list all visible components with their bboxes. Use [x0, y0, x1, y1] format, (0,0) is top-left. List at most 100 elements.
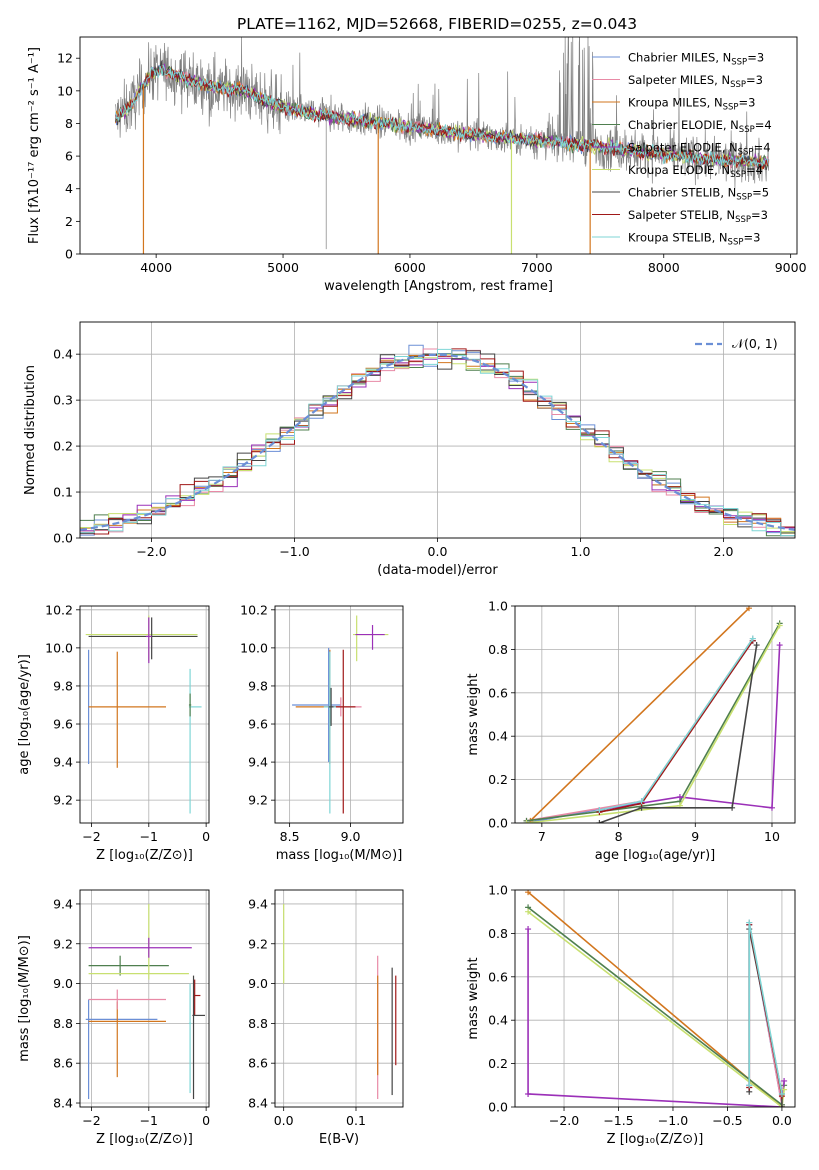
y-axis-label: Normed distribution — [23, 365, 38, 495]
axes-frame — [79, 321, 796, 539]
mass-weight-line — [527, 911, 785, 1107]
chart-mass-vs-EBV: 0.0 0.1 8.4 8.6 8.8 9.0 9.2 9.4 E(B-V) — [248, 889, 404, 1147]
x-tick-label: 0 — [202, 1113, 210, 1128]
mass-weight-marker — [525, 926, 532, 933]
y-tick-label: 8.8 — [53, 1016, 73, 1031]
residual-histogram-step — [80, 348, 795, 537]
figure-title: PLATE=1162, MJD=52668, FIBERID=0255, z=0… — [237, 15, 637, 33]
x-tick-label: 0.1 — [346, 1113, 366, 1128]
legend-name: Kroupa STELIB — [628, 231, 712, 245]
model-spectrum-line — [115, 64, 769, 168]
y-tick-label: 9.2 — [53, 936, 73, 951]
y-tick-label: 9.4 — [248, 755, 268, 770]
y-tick-label: 0.4 — [53, 347, 73, 362]
axes-frame — [79, 605, 210, 824]
x-axis-label: Z [log₁₀(Z/Z⊙)] — [96, 1132, 193, 1147]
chart-age-vs-mass: 8.5 9.0 9.2 9.4 9.6 9.8 10.0 10.2 mass [log₁₀(M/… — [240, 602, 404, 863]
x-axis-label: mass [log₁₀(M/M⊙)] — [276, 848, 403, 863]
x-tick-label: −1.0 — [279, 544, 309, 559]
x-tick-label: −1 — [140, 1113, 158, 1128]
legend-name: Salpeter MILES — [628, 73, 714, 87]
legend-entry: 𝒩(0, 1) — [732, 336, 778, 351]
x-axis-label: E(B-V) — [319, 1132, 359, 1147]
axes-frame — [514, 889, 796, 1108]
legend-entry: Kroupa MILES, NSSP=3 — [628, 96, 755, 113]
mass-weight-marker — [778, 1104, 785, 1107]
x-tick-label: 4000 — [140, 260, 172, 275]
y-axis-label: age [log₁₀(age/yr)] — [17, 654, 32, 775]
y-tick-label: 10.2 — [45, 602, 73, 617]
x-tick-label: 7000 — [521, 260, 553, 275]
mass-weight-marker — [746, 1082, 753, 1089]
legend-ssp-subscript: SSP — [730, 80, 746, 90]
chart-mass-weight-vs-Z: −2.0 −1.5 −1.0 −0.5 0.0 0.0 0.2 0.4 0.6 0.8 1.0 Z [… — [466, 883, 796, 1147]
y-tick-label: 8.4 — [248, 1096, 268, 1111]
legend-name: Kroupa ELODIE — [628, 163, 714, 177]
legend-ssp-value: =4 — [755, 118, 772, 132]
legend-ssp-value: =4 — [754, 141, 771, 155]
legend-ssp-prefix: , N — [720, 186, 736, 200]
mass-weight-line — [527, 929, 785, 1107]
mass-weight-marker — [676, 793, 683, 800]
x-tick-label: −1.5 — [603, 1113, 633, 1128]
y-tick-label: 8.6 — [53, 1056, 73, 1071]
y-tick-label: 10.0 — [240, 640, 268, 655]
mass-weight-line — [527, 906, 785, 1107]
y-tick-label: 9.8 — [248, 678, 268, 693]
axes-frame — [514, 605, 796, 824]
legend-ssp-value: =5 — [752, 186, 769, 200]
x-tick-label: 9.0 — [341, 829, 361, 844]
mass-weight-line — [526, 622, 781, 822]
chart-spectrum: 4000 5000 6000 7000 8000 9000 0 2 4 6 8 10 12 Chabrie… — [27, 36, 807, 294]
y-tick-label: 8.8 — [248, 1016, 268, 1031]
y-tick-label: 0.0 — [488, 1100, 508, 1115]
x-tick-label: 5000 — [267, 260, 299, 275]
y-tick-label: 8 — [65, 116, 73, 131]
legend-ssp-subscript: SSP — [735, 215, 751, 225]
legend-entry: Kroupa STELIB, NSSP=3 — [628, 231, 760, 248]
mass-weight-line — [529, 607, 750, 822]
mass-weight-marker — [776, 642, 783, 649]
y-tick-label: 9.6 — [53, 717, 73, 732]
legend-ssp-subscript: SSP — [728, 238, 744, 248]
y-tick-label: 0.2 — [53, 439, 73, 454]
mass-weight-line — [599, 640, 754, 813]
x-axis-label: Z [log₁₀(Z/Z⊙)] — [96, 848, 193, 863]
x-axis-label: (data-model)/error — [377, 563, 498, 578]
legend-name: Salpeter ELODIE — [628, 141, 722, 155]
mass-weight-marker — [525, 908, 532, 915]
x-tick-label: 10 — [764, 829, 780, 844]
x-tick-label: 0.0 — [274, 1113, 294, 1128]
mass-weight-line — [599, 644, 758, 823]
y-tick-label: 9.0 — [248, 976, 268, 991]
x-tick-label: −2 — [82, 829, 100, 844]
mass-weight-marker — [781, 1086, 788, 1093]
y-tick-label: 10.0 — [45, 640, 73, 655]
y-tick-label: 0.4 — [488, 729, 508, 744]
y-tick-label: 0.8 — [488, 926, 508, 941]
y-tick-label: 0 — [65, 247, 73, 262]
chart-residuals: −2.0 −1.0 0.0 1.0 2.0 0.0 0.1 0.2 0.3 0.4 𝒩(0, 1) (… — [23, 321, 796, 578]
x-axis-label: wavelength [Angstrom, rest frame] — [324, 279, 553, 294]
plot-area — [525, 890, 788, 1107]
x-tick-label: 2.0 — [714, 544, 734, 559]
plot-area — [85, 903, 205, 1100]
chart-mass-weight-vs-age: 7 8 9 10 0.0 0.2 0.4 0.6 0.8 1.0 age [log₁₀(age/yr… — [466, 599, 796, 863]
y-tick-label: 12 — [57, 51, 73, 66]
y-tick-label: 9.2 — [248, 936, 268, 951]
x-tick-label: 0 — [202, 829, 210, 844]
y-tick-label: 1.0 — [488, 599, 508, 614]
y-tick-label: 0.3 — [53, 393, 73, 408]
legend-entry: Chabrier ELODIE, NSSP=4 — [628, 118, 772, 135]
legend-ssp-prefix: , N — [714, 163, 730, 177]
model-spectrum-line — [115, 66, 769, 170]
x-tick-label: 0.0 — [772, 1113, 792, 1128]
legend-ssp-subscript: SSP — [738, 148, 754, 158]
legend-ssp-value: =3 — [743, 231, 760, 245]
y-tick-label: 9.0 — [53, 976, 73, 991]
y-tick-label: 9.8 — [53, 678, 73, 693]
legend-ssp-prefix: , N — [715, 51, 731, 65]
legend-ssp-subscript: SSP — [736, 193, 752, 203]
mass-weight-marker — [523, 820, 530, 823]
